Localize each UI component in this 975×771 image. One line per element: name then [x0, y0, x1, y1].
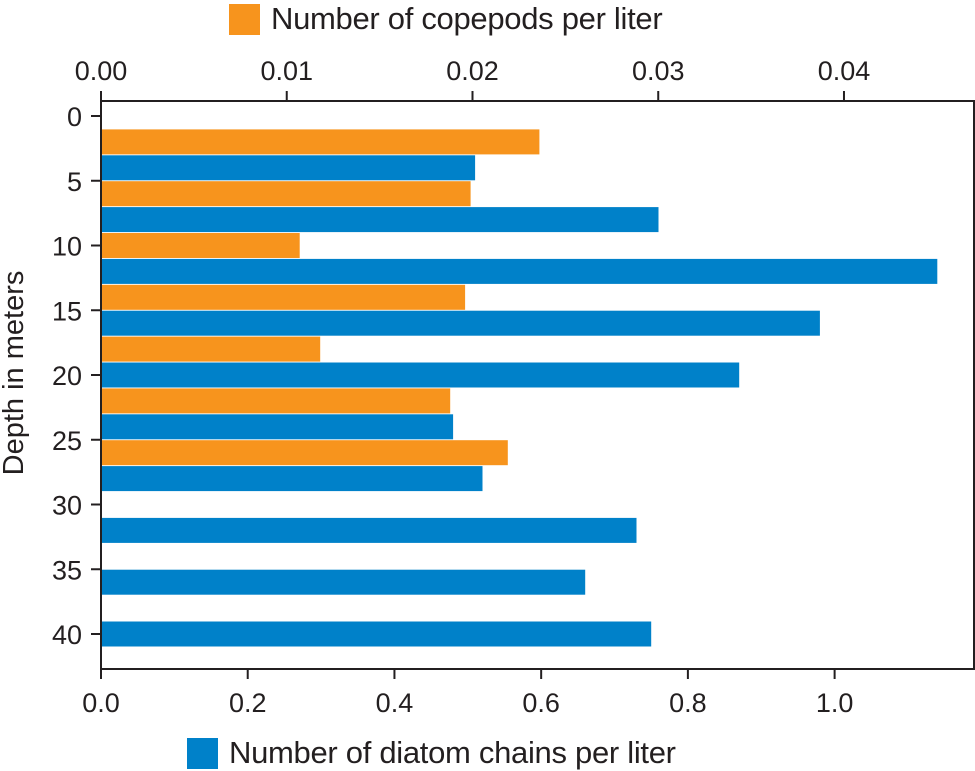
- diatom-bar: [101, 466, 483, 492]
- legend-copepods: Number of copepods per liter: [229, 1, 663, 37]
- top-x-tick-label: 0.00: [75, 56, 128, 86]
- bottom-x-tick-label: 0.2: [229, 688, 267, 718]
- y-tick-label: 30: [52, 491, 82, 521]
- diatom-bar: [101, 207, 659, 233]
- bottom-x-tick-label: 0.8: [669, 688, 707, 718]
- diatom-bar: [101, 362, 740, 388]
- diatom-bar: [101, 621, 652, 647]
- bottom-x-tick-label: 0.4: [376, 688, 414, 718]
- y-tick-label: 10: [52, 232, 82, 262]
- y-tick-label: 35: [52, 555, 82, 585]
- y-axis-title: Depth in meters: [0, 271, 30, 476]
- diatom-bar: [101, 569, 586, 595]
- copepod-bar: [101, 129, 540, 155]
- copepod-bar: [101, 181, 471, 207]
- legend-copepods-label: Number of copepods per liter: [271, 1, 663, 36]
- copepod-bar: [101, 388, 451, 414]
- legend-diatoms-label: Number of diatom chains per liter: [229, 735, 676, 770]
- legend-copepods-swatch: [229, 3, 260, 35]
- bottom-x-tick-label: 0.6: [522, 688, 560, 718]
- copepod-bar: [101, 336, 321, 362]
- top-x-tick-label: 0.04: [818, 56, 871, 86]
- bars-layer: [101, 129, 938, 647]
- bottom-x-axis: 0.0 0.2 0.4 0.6 0.8 1.0: [82, 669, 853, 718]
- copepod-bar: [101, 233, 300, 258]
- y-axis: 0 5 10 15 20 25 30 35 40: [52, 102, 101, 650]
- bottom-x-tick-label: 0.0: [82, 688, 120, 718]
- top-x-axis: 0.00 0.01 0.02 0.03 0.04: [75, 56, 871, 101]
- top-x-tick-label: 0.02: [446, 56, 499, 86]
- diatom-bar: [101, 258, 938, 284]
- bottom-x-tick-label: 1.0: [816, 688, 854, 718]
- y-tick-label: 40: [52, 620, 82, 650]
- y-tick-label: 0: [67, 102, 82, 132]
- top-x-tick-label: 0.01: [260, 56, 313, 86]
- legend-diatoms-swatch: [187, 737, 218, 769]
- diatom-bar: [101, 155, 476, 181]
- diatom-bar: [101, 310, 820, 336]
- copepod-bar: [101, 440, 508, 466]
- diatom-bar: [101, 517, 637, 543]
- y-tick-label: 15: [52, 296, 82, 326]
- y-tick-label: 5: [67, 167, 82, 197]
- y-tick-label: 20: [52, 361, 82, 391]
- y-tick-label: 25: [52, 426, 82, 456]
- copepod-bar: [101, 284, 466, 310]
- plot-frame: [100, 100, 975, 670]
- diatom-bar: [101, 414, 454, 440]
- legend-diatoms: Number of diatom chains per liter: [187, 735, 676, 771]
- top-x-tick-label: 0.03: [632, 56, 685, 86]
